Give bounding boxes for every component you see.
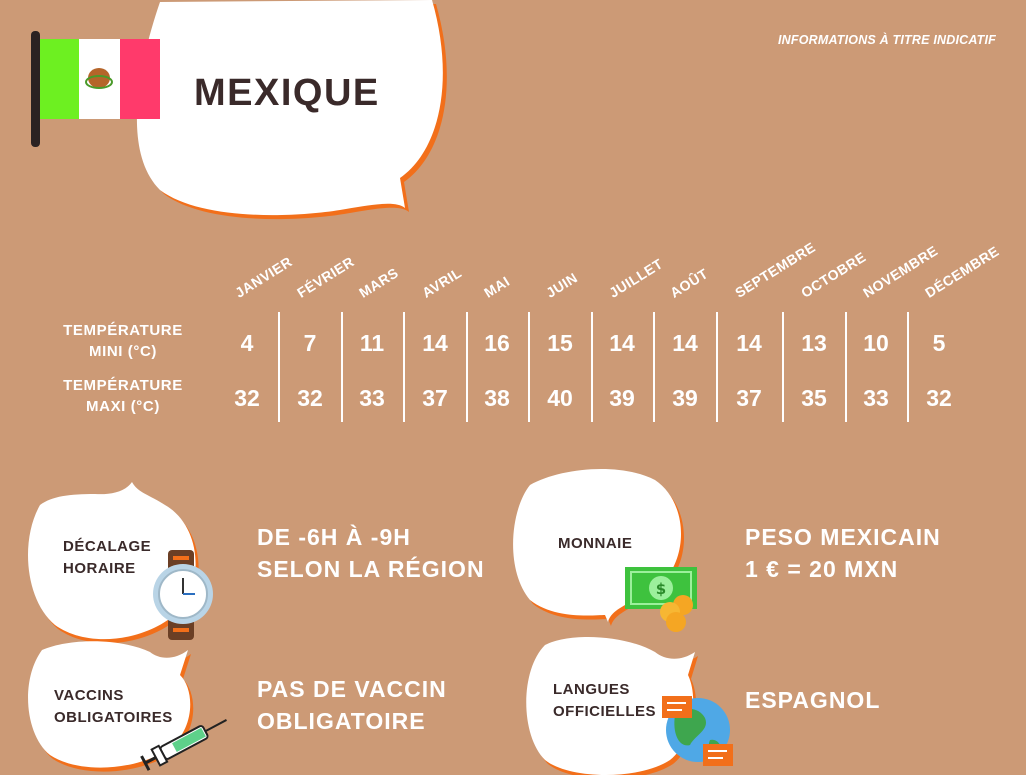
max-temp-cell: 38 [484,385,510,411]
languages-value-line: ESPAGNOL [745,687,881,713]
column-divider [403,312,405,422]
column-divider [907,312,909,422]
title-bubble [136,0,447,220]
time-label-line: DÉCALAGE [63,538,152,555]
min-temp-cell: 7 [303,330,317,356]
column-divider [653,312,655,422]
min-temp-cell: 4 [240,330,254,356]
max-temp-cell: 37 [736,385,762,411]
min-temp-cell: 14 [609,330,635,356]
min-temp-cell: 13 [801,330,827,356]
min-temp-cell: 11 [359,330,385,356]
max-temp-label: TEMPÉRATURE MAXI (°C) [53,375,193,417]
min-temp-label: TEMPÉRATURE MINI (°C) [53,320,193,362]
max-temp-cell: 39 [672,385,698,411]
min-temp-cell: 15 [547,330,573,356]
time-label-line: HORAIRE [63,560,136,577]
max-temp-cell: 35 [801,385,827,411]
currency-value: PESO MEXICAIN 1 € = 20 MXN [745,521,941,585]
vaccines-value-line: OBLIGATOIRE [257,708,426,734]
vaccines-label: VACCINS OBLIGATOIRES [54,685,173,729]
vaccines-value: PAS DE VACCIN OBLIGATOIRE [257,673,447,737]
svg-text:$: $ [656,580,666,598]
globe-chat-icon [662,696,733,766]
syringe-icon [140,719,227,771]
currency-value-line: 1 € = 20 MXN [745,556,899,582]
min-temp-cell: 10 [863,330,889,356]
currency-label-line: MONNAIE [558,535,633,552]
column-divider [528,312,530,422]
max-temp-label-line: MAXI (°C) [86,398,160,415]
currency-value-line: PESO MEXICAIN [745,524,941,550]
max-temp-cell: 33 [863,385,889,411]
time-value-line: SELON LA RÉGION [257,556,485,582]
languages-bubble [526,636,698,775]
vaccines-label-line: OBLIGATOIRES [54,709,173,726]
max-temp-label-line: TEMPÉRATURE [63,377,183,394]
time-value-line: DE -6H À -9H [257,524,411,550]
max-temp-cell: 32 [926,385,952,411]
vaccines-label-line: VACCINS [54,687,124,704]
column-divider [278,312,280,422]
vaccines-value-line: PAS DE VACCIN [257,676,447,702]
column-divider [782,312,784,422]
currency-label: MONNAIE [558,533,632,555]
column-divider [591,312,593,422]
column-divider [466,312,468,422]
max-temp-cell: 37 [422,385,448,411]
languages-label: LANGUES OFFICIELLES [553,679,656,723]
min-temp-cell: 16 [484,330,510,356]
max-temp-cell: 32 [234,385,260,411]
mexico-flag-icon [31,31,160,147]
min-temp-cell: 14 [736,330,762,356]
max-temp-cell: 33 [359,385,385,411]
min-temp-cell: 14 [672,330,698,356]
min-temp-cell: 5 [932,330,946,356]
max-temp-cell: 40 [547,385,573,411]
column-divider [716,312,718,422]
country-title: MEXIQUE [194,72,380,114]
max-temp-cell: 39 [609,385,635,411]
max-temp-cell: 32 [297,385,323,411]
column-divider [341,312,343,422]
languages-label-line: OFFICIELLES [553,703,656,720]
languages-value: ESPAGNOL [745,684,880,716]
money-icon: $ [625,567,697,632]
time-value: DE -6H À -9H SELON LA RÉGION [257,521,485,585]
column-divider [845,312,847,422]
disclaimer-text: INFORMATIONS À TITRE INDICATIF [777,33,996,47]
min-temp-cell: 14 [422,330,448,356]
min-temp-label-line: TEMPÉRATURE [63,322,183,339]
watch-icon [153,550,213,640]
vaccines-bubble [28,641,194,772]
time-label: DÉCALAGE HORAIRE [63,536,151,580]
languages-label-line: LANGUES [553,681,630,698]
min-temp-label-line: MINI (°C) [88,343,158,360]
